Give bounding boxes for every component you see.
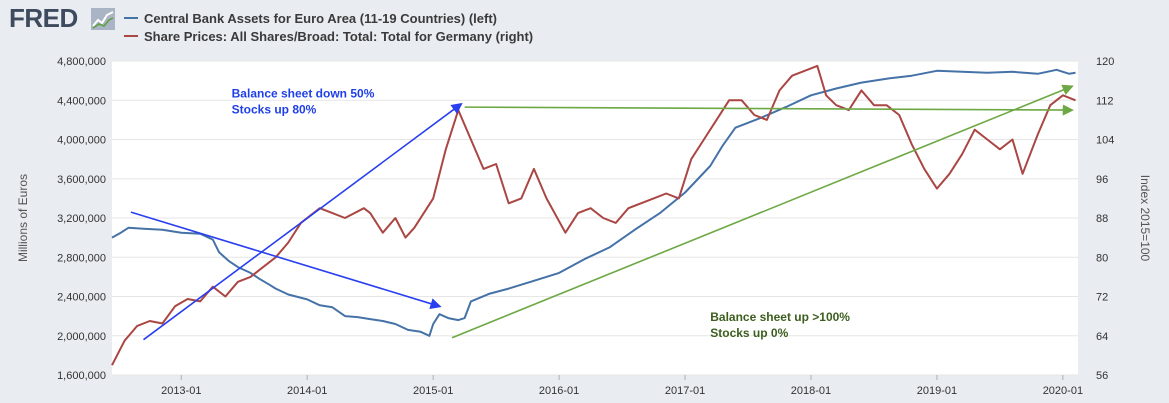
legend-swatch-share-prices xyxy=(124,35,138,37)
x-tick-label: 2014-01 xyxy=(287,385,327,397)
y-right-tick-label: 80 xyxy=(1096,252,1108,264)
x-tick-label: 2019-01 xyxy=(917,385,957,397)
y-left-tick-label: 3,200,000 xyxy=(57,213,106,225)
y-right-tick-label: 88 xyxy=(1096,213,1108,225)
y-right-axis-title: Index 2015=100 xyxy=(1138,175,1152,262)
x-tick-label: 2016-01 xyxy=(539,385,579,397)
series-line-share-prices[interactable] xyxy=(111,64,1076,366)
y-right-tick-label: 120 xyxy=(1096,56,1114,68)
y-right-tick-label: 104 xyxy=(1096,135,1114,147)
x-tick-label: 2015-01 xyxy=(413,385,453,397)
legend-item-assets[interactable]: Central Bank Assets for Euro Area (11-19… xyxy=(124,9,497,27)
annotation-arrow-2 xyxy=(130,211,442,310)
y-left-tick-label: 3,600,000 xyxy=(57,174,106,186)
y-right-tick-label: 96 xyxy=(1096,174,1108,186)
y-left-tick-label: 1,600,000 xyxy=(57,370,106,382)
y-left-tick-label: 4,800,000 xyxy=(57,56,106,68)
legend-label-share-prices: Share Prices: All Shares/Broad: Total: T… xyxy=(144,28,534,44)
x-tick-label: 2018-01 xyxy=(791,385,831,397)
annotation-arrow-1 xyxy=(143,102,463,341)
y-left-tick-label: 2,000,000 xyxy=(57,331,106,343)
y-right-tick-label: 64 xyxy=(1096,331,1108,343)
legend-swatch-assets xyxy=(124,17,138,19)
fred-logo[interactable]: FRED xyxy=(9,3,78,33)
legend-label-assets: Central Bank Assets for Euro Area (11-19… xyxy=(144,10,498,26)
annotation-text: Stocks up 80% xyxy=(232,102,317,116)
y-left-tick-label: 4,400,000 xyxy=(57,95,106,107)
legend-item-share-prices[interactable]: Share Prices: All Shares/Broad: Total: T… xyxy=(124,27,533,45)
y-left-axis-title: Millions of Euros xyxy=(16,174,30,262)
annotation-arrow-3 xyxy=(464,104,1074,116)
series-line-assets[interactable] xyxy=(111,68,1076,337)
x-tick-label: 2020-01 xyxy=(1043,385,1083,397)
y-left-tick-label: 2,800,000 xyxy=(57,252,106,264)
y-right-tick-label: 56 xyxy=(1096,370,1108,382)
annotation-arrow-4 xyxy=(451,84,1074,339)
annotation-text: Stocks up 0% xyxy=(710,326,788,340)
y-right-tick-label: 112 xyxy=(1096,95,1114,107)
y-left-tick-label: 2,400,000 xyxy=(57,292,106,304)
y-right-tick-label: 72 xyxy=(1096,292,1108,304)
y-left-tick-label: 4,000,000 xyxy=(57,135,106,147)
annotation-text: Balance sheet up >100% xyxy=(710,310,850,324)
annotation-text: Balance sheet down 50% xyxy=(232,86,375,100)
fred-chart-icon xyxy=(91,8,115,30)
chart-header: FRED Central Bank Assets for Euro Area (… xyxy=(0,0,1169,56)
x-tick-label: 2013-01 xyxy=(161,385,201,397)
x-tick-label: 2017-01 xyxy=(665,385,705,397)
